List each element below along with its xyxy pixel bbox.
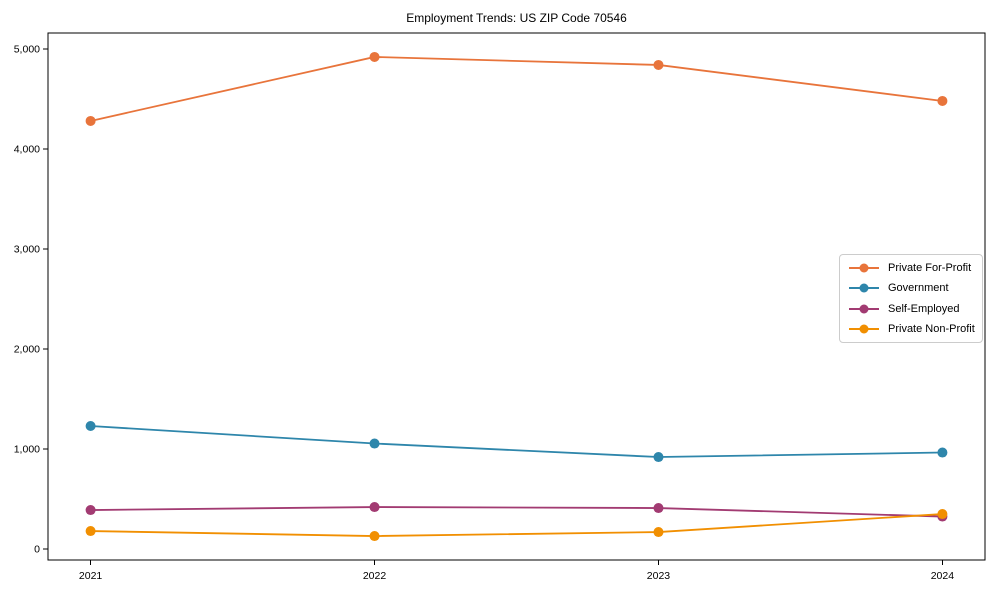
legend-label: Private For-Profit [888,262,972,274]
legend-dot-icon [859,263,869,273]
data-point-self-employed [369,502,380,513]
plot-frame [47,32,986,561]
data-point-government [653,452,664,463]
legend-line-marker-icon [849,304,879,314]
data-point-private-for-profit [937,95,948,106]
legend-label: Government [888,282,949,295]
legend-item: Self-Employed [849,303,973,315]
y-tick-label: 1,000 [14,444,40,456]
legend-dot-icon [859,324,869,334]
legend-item: Government [849,282,973,294]
y-tick-label: 0 [34,544,40,556]
series-line-private-for-profit [90,56,943,122]
data-point-government [85,421,96,432]
legend-dot-icon [859,283,869,293]
y-tick-label: 3,000 [14,243,40,255]
data-point-private-non-profit [937,509,948,520]
data-point-private-for-profit [653,59,664,70]
x-tick-label: 2022 [363,570,387,582]
chart-title: Employment Trends: US ZIP Code 70546 [406,11,627,25]
y-tick-label: 4,000 [14,143,40,155]
series-line-self-employed [90,506,943,518]
legend-item: Private Non-Profit [849,322,975,335]
data-point-government [937,447,948,458]
series-line-private-non-profit [90,513,943,537]
data-point-self-employed [653,503,664,514]
data-point-private-for-profit [369,51,380,62]
data-point-private-for-profit [85,115,96,126]
y-tick-label: 2,000 [14,344,40,356]
data-point-self-employed [85,505,96,516]
data-point-private-non-profit [653,527,664,538]
data-point-private-non-profit [369,531,380,542]
legend: Private For-Profit Government Self-Employe… [839,254,983,343]
legend-dot-icon [859,304,869,314]
y-tick-label: 5,000 [14,43,40,55]
legend-label: Self-Employed [888,302,960,315]
legend-item: Private For-Profit [849,262,973,274]
x-tick-label: 2021 [79,570,103,582]
data-point-private-non-profit [85,526,96,537]
legend-line-marker-icon [849,263,879,273]
x-tick-label: 2024 [931,570,955,582]
data-point-government [369,438,380,449]
x-tick-label: 2023 [647,570,671,582]
legend-line-marker-icon [849,283,879,293]
legend-label: Private Non-Profit [888,322,975,335]
legend-line-marker-icon [849,324,879,334]
series-line-government [90,425,943,458]
